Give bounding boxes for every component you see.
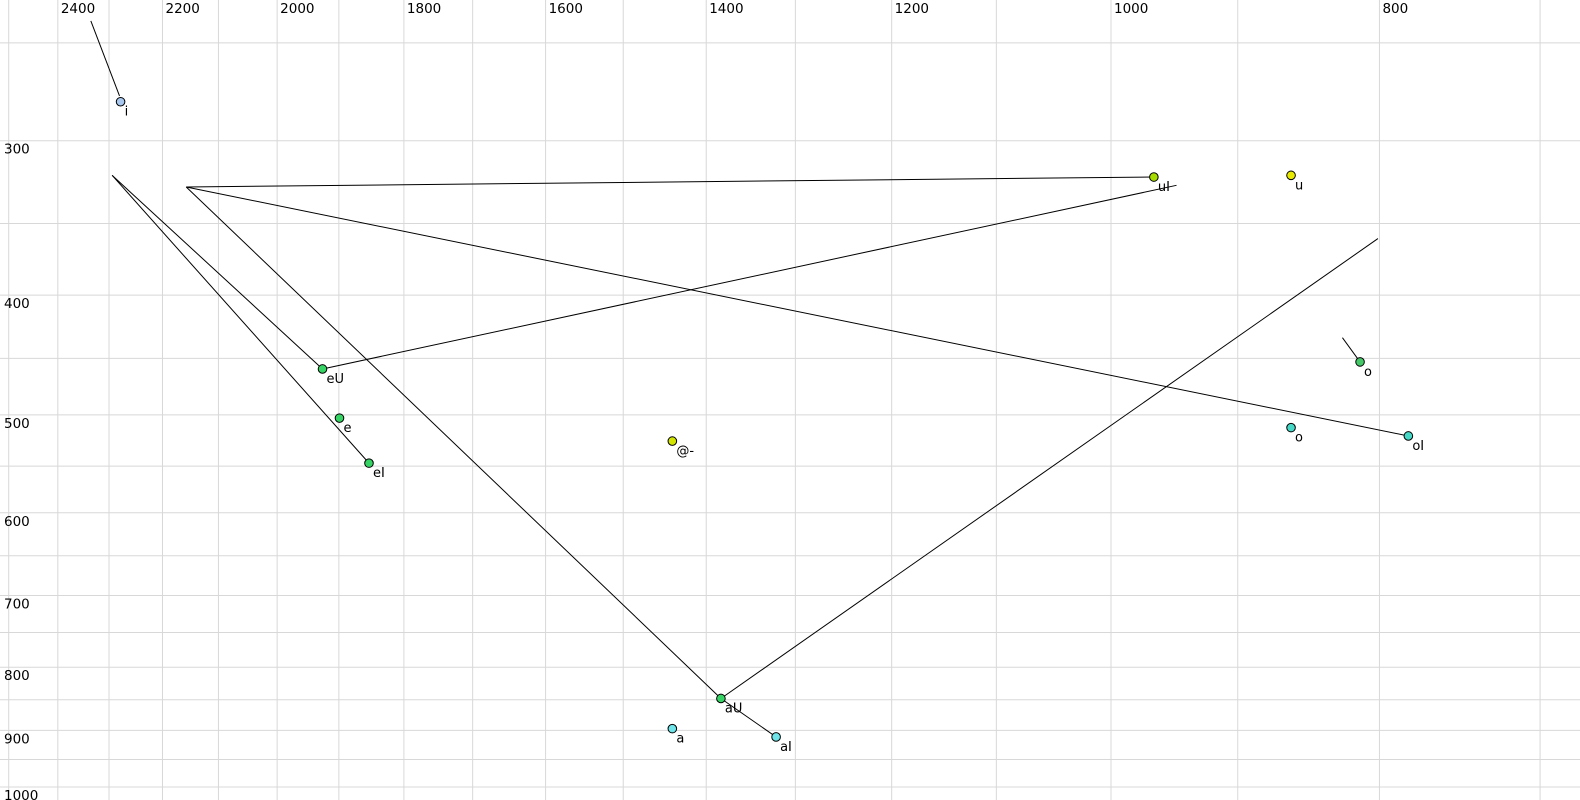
trajectory-hub-to-aU: [185, 186, 722, 699]
point-label-oI: oI: [1412, 439, 1424, 454]
trajectory-into-o-upper: [1342, 337, 1361, 363]
point-i: [115, 96, 126, 107]
point-o: [1286, 422, 1296, 433]
y-tick-label-1000: 1000: [4, 788, 38, 800]
x-tick-label-2400: 2400: [61, 1, 95, 17]
trajectory-into-i: [90, 20, 120, 97]
point-eU: [317, 364, 328, 374]
y-tick-label-600: 600: [4, 514, 30, 530]
point-label-eI: eI: [373, 466, 385, 481]
x-axis-tick-labels: 2400 2200 2000 1800 1600 1400 1200 1000 800: [61, 1, 1408, 17]
y-tick-label-800: 800: [4, 668, 30, 684]
trajectory-front-hub-to-eU: [111, 174, 323, 370]
point-label-eU: eU: [327, 372, 345, 387]
trajectory-hub-to-uI: [186, 176, 1154, 188]
point-schwa: [667, 436, 678, 446]
y-tick-label-900: 900: [4, 731, 30, 747]
y-tick-label-700: 700: [4, 597, 30, 613]
y-tick-label-400: 400: [4, 296, 30, 312]
trajectory-aU-glide: [720, 238, 1379, 699]
point-label-schwa: @-: [676, 444, 694, 459]
point-u: [1286, 170, 1296, 181]
point-label-u: u: [1295, 178, 1303, 193]
point-a: [667, 723, 678, 734]
point-label-e: e: [343, 421, 351, 436]
y-axis-tick-labels: 300 400 500 600 700 800 900 1000: [4, 142, 38, 800]
y-tick-label-300: 300: [4, 142, 30, 158]
y-tick-label-500: 500: [4, 416, 30, 432]
point-label-o: o: [1295, 431, 1303, 446]
point-label-aI: aI: [780, 740, 792, 755]
point-eI: [364, 458, 374, 468]
x-tick-label-2000: 2000: [280, 1, 314, 17]
point-label-aU: aU: [725, 701, 742, 716]
point-oI: [1403, 431, 1414, 441]
point-uI: [1149, 172, 1159, 182]
x-tick-label-1800: 1800: [407, 1, 441, 17]
trajectory-hub-to-oI: [186, 186, 1409, 437]
point-labels: i uI u eU e eI @- o o oI aU a aI: [125, 105, 1425, 755]
data-points: [115, 96, 1414, 742]
x-tick-label-1600: 1600: [549, 1, 583, 17]
point-aU: [716, 693, 726, 704]
point-label-i: i: [125, 105, 129, 120]
point-aI: [771, 732, 781, 742]
x-tick-label-800: 800: [1382, 1, 1408, 17]
point-e: [334, 413, 345, 423]
point-label-o-upper: o: [1364, 365, 1372, 380]
x-tick-label-1400: 1400: [709, 1, 743, 17]
point-label-uI: uI: [1158, 180, 1170, 195]
trajectory-front-hub-to-eI: [111, 175, 370, 464]
trajectory-lines: [90, 20, 1409, 738]
x-tick-label-1200: 1200: [895, 1, 929, 17]
x-tick-label-1000: 1000: [1114, 1, 1148, 17]
point-label-a: a: [676, 732, 684, 747]
trajectory-eU-glide: [322, 184, 1177, 370]
point-o-upper: [1355, 357, 1365, 367]
trajectory-aU-to-aI: [720, 698, 777, 738]
x-tick-label-2200: 2200: [165, 1, 199, 17]
